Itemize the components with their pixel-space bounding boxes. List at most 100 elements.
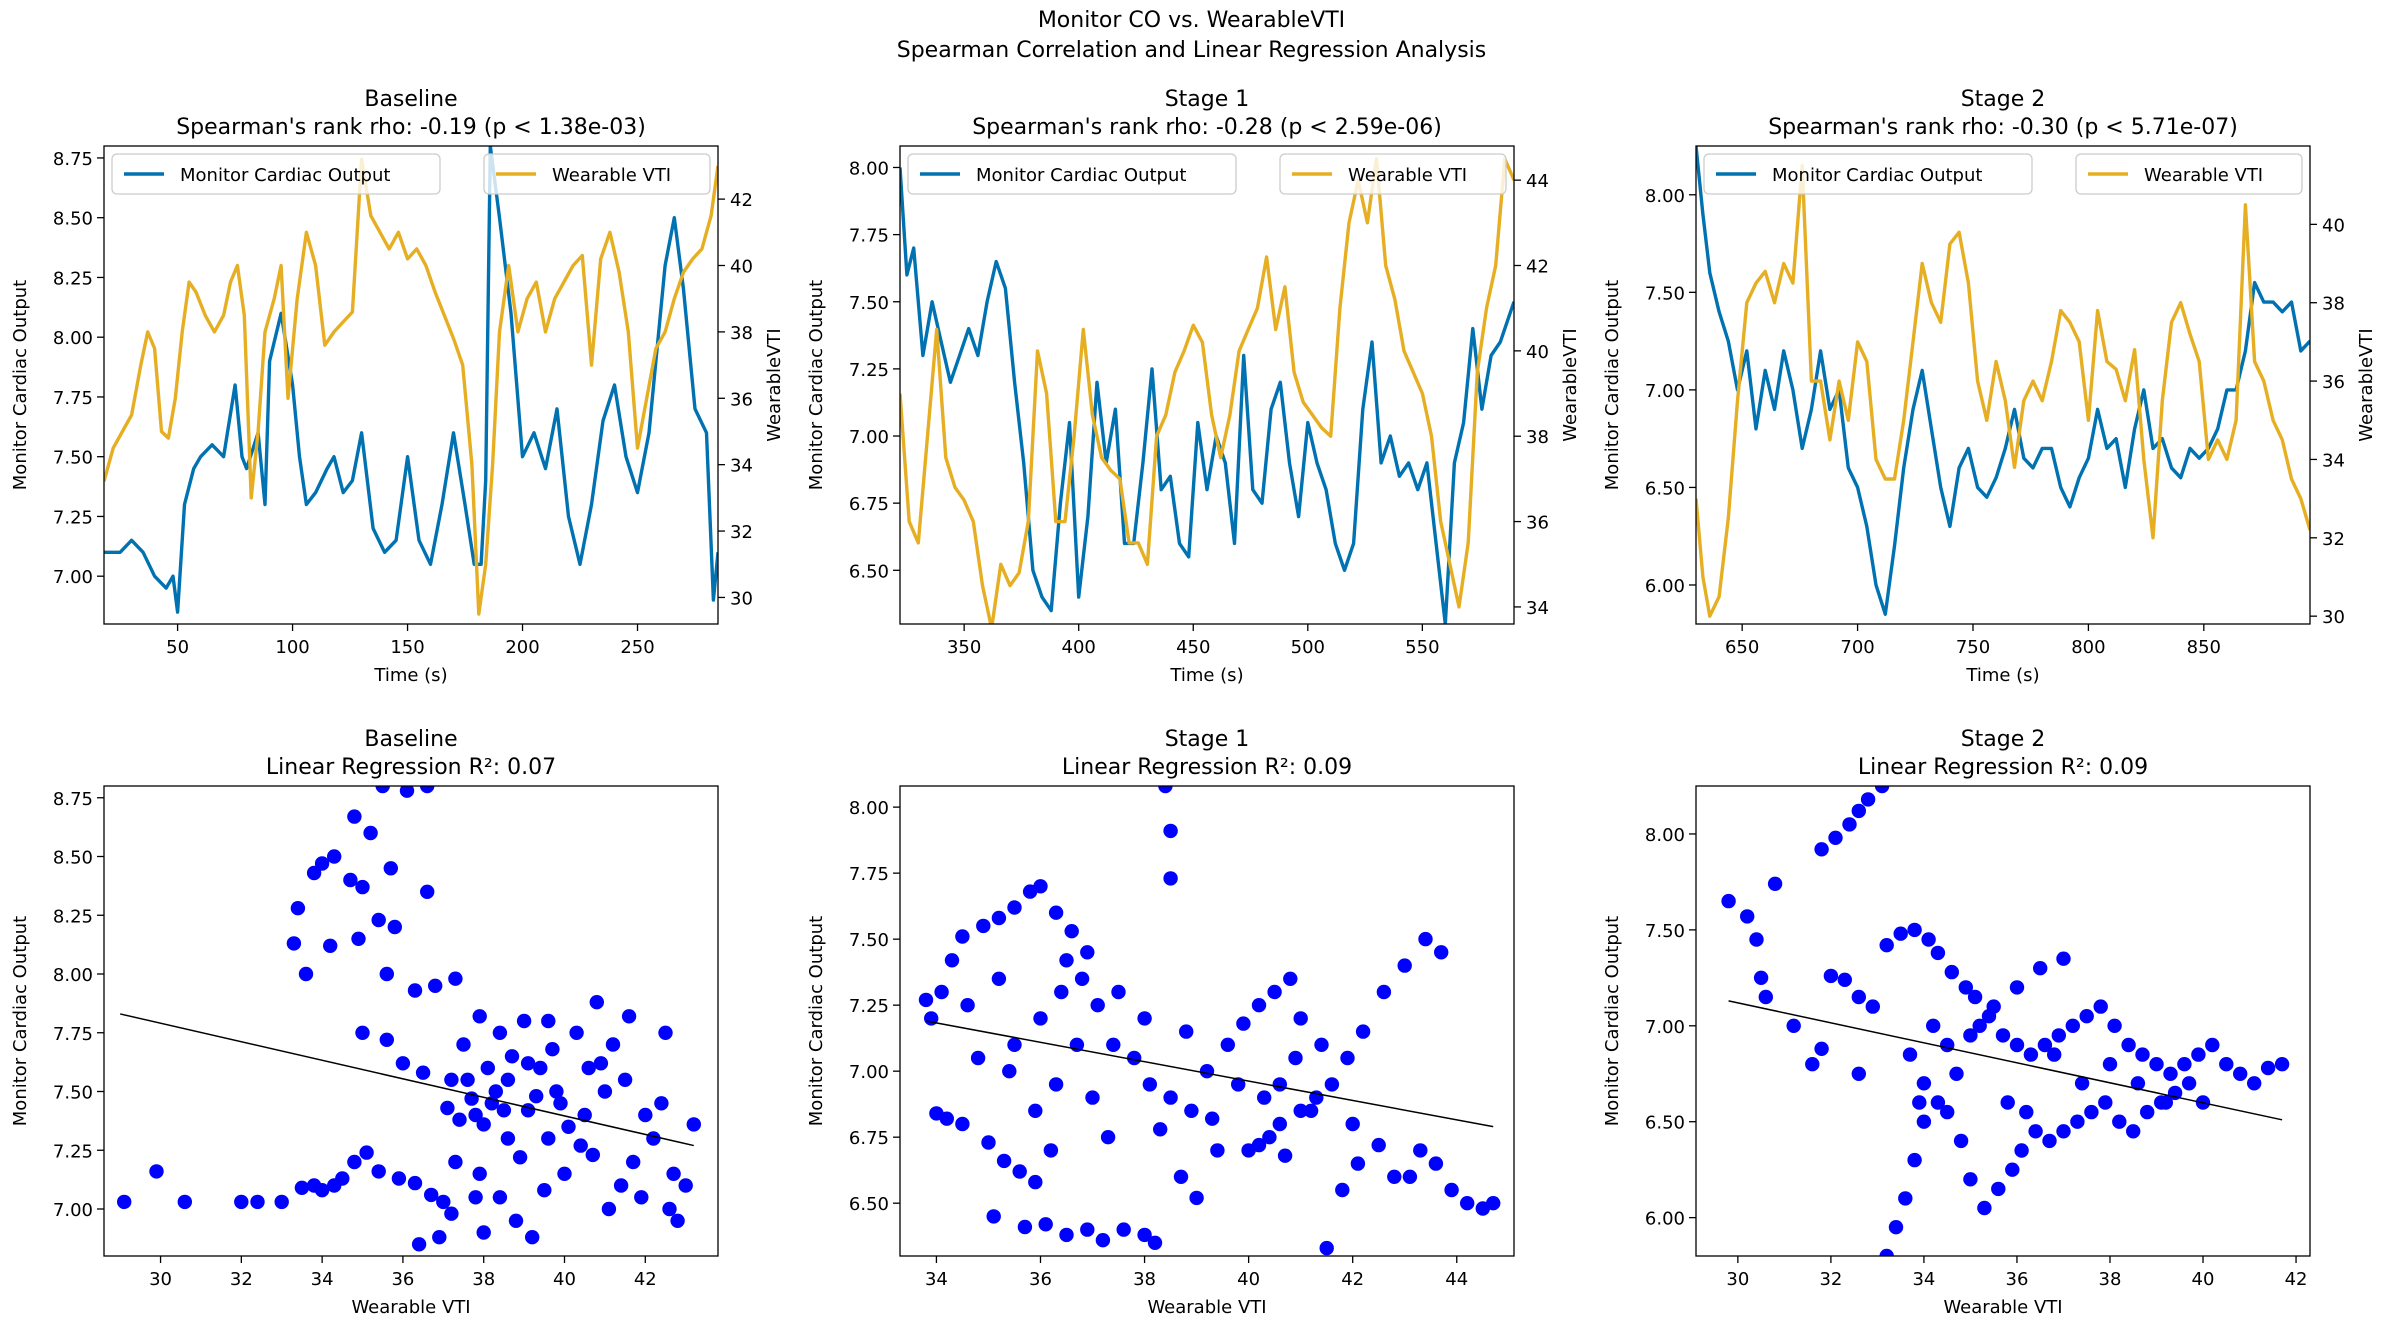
scatter-point [626,1154,641,1170]
scatter-point [1288,1050,1303,1066]
scatter-point [955,1116,970,1132]
scatter-point [314,856,330,871]
scatter-point [1977,1200,1992,1216]
scatter-point [1314,1037,1329,1053]
scatter-point [1220,1037,1236,1053]
scatter-point [347,809,362,824]
scatter-point [476,1117,491,1132]
scatter-point [1851,803,1867,819]
x-axis-label: Wearable VTI [1147,1297,1266,1318]
scatter-point [1879,1248,1894,1256]
scatter-point [1740,909,1755,924]
scatter-point [1137,1011,1152,1026]
scatter-point [440,1100,455,1116]
scatter-point [472,1009,487,1024]
y-tick-label: 7.50 [1645,921,1685,942]
y2-tick-label: 42 [730,190,753,211]
scatter-point [1486,1196,1501,1211]
x-tick-label: 800 [2071,637,2105,658]
scatter-point [355,879,370,895]
y2-tick-label: 34 [2322,450,2345,471]
scatter-point [2009,980,2025,995]
y-tick-label: 7.75 [53,1024,93,1045]
scatter-point [323,938,338,953]
y-axis-label: Monitor Cardiac Output [806,280,827,490]
y-tick-label: 7.50 [53,448,93,469]
scatter-point [1823,968,1839,984]
y2-tick-label: 40 [730,257,753,278]
scatter-point [1413,1143,1428,1158]
scatter-point [1106,1037,1121,1053]
subplot-3: Stage 2 Spearman's rank rho: -0.30 (p < 5… [1602,87,2377,686]
plot-area [1696,146,2310,618]
scatter-point [2191,1047,2206,1062]
scatter-point [1902,1047,1918,1062]
scatter-point [2219,1057,2234,1072]
y2-tick-label: 34 [730,456,753,477]
y-tick-label: 7.25 [849,360,889,381]
scatter-point [2070,1114,2085,1129]
y-tick-label: 6.50 [1645,478,1685,499]
scatter-point [488,1084,503,1099]
y2-axis-label: WearableVTI [1560,328,1581,441]
scatter-point [411,1237,427,1252]
scatter-point [1986,999,2001,1014]
scatter-point [1444,1182,1459,1198]
x-tick-label: 36 [391,1269,414,1290]
scatter-point [545,1042,560,1057]
legend-wearable: Wearable VTI [1279,153,1507,195]
scatter-point [407,983,423,998]
y-tick-label: 8.00 [53,965,93,986]
scatter-point [2135,1047,2150,1062]
scatter-point [1944,964,1960,980]
scatter-point [1324,1077,1340,1092]
x-tick-label: 650 [1725,637,1759,658]
x-tick-label: 32 [1819,1269,1842,1290]
scatter-point [448,971,463,986]
scatter-point [1241,1143,1256,1158]
plot-area [918,786,1501,1256]
scatter-point [581,1060,596,1076]
scatter-point [1257,1090,1272,1105]
scatter-point [343,872,358,888]
scatter-point [1137,1227,1152,1243]
scatter-point [686,1117,701,1132]
scatter-point [1842,817,1857,832]
subplot-subtitle: Linear Regression R²: 0.09 [1858,755,2148,780]
scatter-point [2000,1095,2015,1110]
y2-axis-label: WearableVTI [2356,328,2377,441]
axes-frame [103,785,719,1257]
x-tick-label: 40 [2192,1269,2215,1290]
scatter-point [1940,1037,1955,1053]
legend-box [111,153,441,195]
legend-label: Monitor Cardiac Output [1772,165,1982,186]
legend-label: Wearable VTI [2144,165,2263,186]
scatter-point [541,1131,556,1146]
scatter-point [525,1230,540,1245]
scatter-point [444,1206,459,1221]
scatter-point [476,1225,491,1240]
y-tick-label: 7.75 [53,388,93,409]
scatter-point [117,1194,132,1210]
y-tick-label: 7.50 [849,930,889,951]
scatter-point [1428,1156,1444,1171]
wearable-vti-line [1696,163,2310,618]
scatter-point [2112,1114,2127,1129]
scatter-point [420,786,435,794]
y2-tick-label: 36 [1526,513,1549,534]
scatter-point [424,1187,439,1203]
x-tick-label: 32 [230,1269,253,1290]
y-tick-label: 8.00 [1645,186,1685,207]
axes-frame [103,145,719,625]
scatter-point [955,929,970,944]
subplot-subtitle: Linear Regression R²: 0.07 [266,755,556,780]
scatter-point [986,1209,1001,1224]
subplot-6: Stage 2 Linear Regression R²: 0.09 30 32 34 3… [1602,727,2311,1318]
scatter-point [415,1065,431,1080]
scatter-point [573,1138,588,1153]
axes-frame [1695,145,2311,625]
x-axis-label: Wearable VTI [1943,1297,2062,1318]
x-tick-label: 34 [925,1269,948,1290]
x-tick-label: 250 [620,637,654,658]
scatter-point [456,1037,471,1052]
